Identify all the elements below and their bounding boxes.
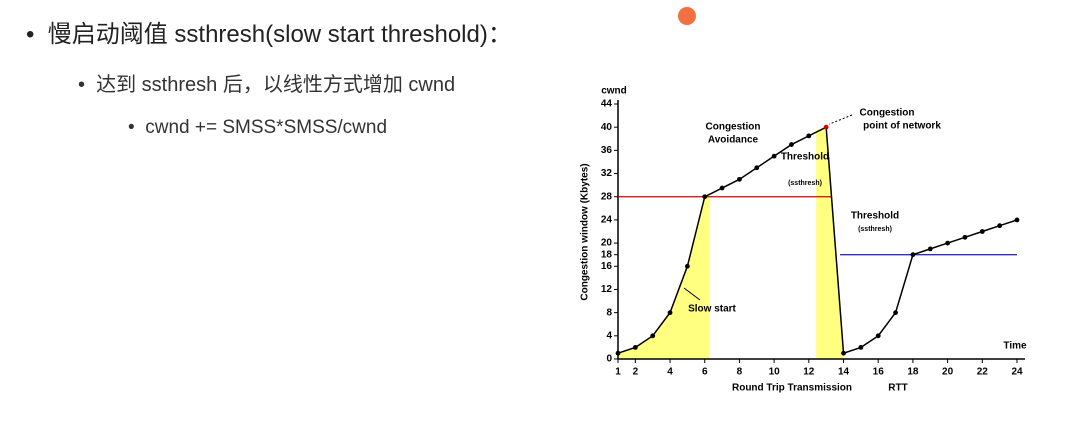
data-point bbox=[632, 345, 638, 350]
threshold-sublabel: (ssthresh) bbox=[858, 226, 892, 233]
y-tick-label: 44 bbox=[601, 99, 613, 110]
annotation: Congestion bbox=[860, 108, 915, 119]
y-tick-label: 18 bbox=[601, 249, 613, 260]
data-point bbox=[910, 252, 916, 258]
x-tick-label: 10 bbox=[769, 367, 781, 378]
data-point bbox=[841, 350, 846, 356]
data-point bbox=[875, 333, 881, 339]
threshold-label: Threshold bbox=[851, 211, 899, 222]
y-tick-label: 20 bbox=[601, 238, 613, 249]
y-tick-label: 28 bbox=[601, 191, 613, 202]
x-tick-label: 12 bbox=[803, 367, 815, 378]
x-tick-label: 8 bbox=[737, 367, 743, 378]
data-point bbox=[789, 142, 794, 147]
data-point bbox=[823, 124, 829, 130]
data-point bbox=[927, 246, 933, 252]
data-point bbox=[650, 333, 656, 339]
data-point bbox=[667, 310, 673, 316]
x-tick-label: 20 bbox=[942, 367, 954, 378]
bullet-text: cwnd += SMSS*SMSS/cwnd bbox=[145, 117, 388, 138]
y-tick-label: 12 bbox=[601, 284, 613, 295]
data-point bbox=[858, 345, 864, 350]
x-tick-label: 24 bbox=[1011, 367, 1023, 378]
data-point bbox=[737, 176, 742, 182]
annotation: Slow start bbox=[688, 304, 736, 315]
data-point bbox=[771, 153, 777, 159]
bullet-text: 慢启动阈值 ssthresh(slow start threshold)： bbox=[47, 21, 512, 48]
data-point bbox=[684, 263, 690, 269]
data-point bbox=[1014, 217, 1020, 223]
data-point bbox=[615, 350, 621, 356]
slow-start-shade bbox=[618, 196, 710, 359]
x-tick-label: 14 bbox=[838, 367, 850, 378]
y-tick-label: 8 bbox=[606, 307, 612, 318]
data-point bbox=[962, 234, 968, 240]
y-tick-label: 16 bbox=[601, 261, 613, 272]
bullet-text: 达到 ssthresh 后，以线性方式增加 cwnd bbox=[96, 74, 456, 96]
x-tick-label: 16 bbox=[873, 367, 885, 378]
data-point bbox=[702, 194, 708, 200]
slow-start-shade bbox=[816, 127, 844, 359]
x-axis-label: Round Trip Transmission bbox=[732, 383, 852, 394]
x-tick-label: 6 bbox=[702, 367, 708, 378]
y-tick-label: 36 bbox=[601, 145, 613, 156]
threshold-sublabel: (ssthresh) bbox=[788, 180, 822, 187]
x-tick-label: 18 bbox=[907, 367, 919, 378]
annotation: Avoidance bbox=[708, 135, 759, 146]
cursor-dot bbox=[678, 7, 696, 25]
bullet: • 达到 ssthresh 后，以线性方式增加 cwnd bbox=[78, 74, 456, 96]
annotation: Congestion bbox=[706, 122, 761, 133]
data-point bbox=[719, 185, 725, 191]
y-tick-label: 40 bbox=[601, 122, 613, 133]
axis-unit: cwnd bbox=[601, 86, 627, 97]
x-tick-label: 2 bbox=[633, 367, 639, 378]
bullet: • cwnd += SMSS*SMSS/cwnd bbox=[128, 117, 388, 138]
y-tick-label: 0 bbox=[606, 354, 612, 365]
annotation-arrow bbox=[828, 114, 853, 125]
x-end-label: Time bbox=[1003, 341, 1027, 352]
data-point bbox=[806, 133, 812, 139]
x-axis-label-suffix: RTT bbox=[888, 383, 907, 394]
data-point bbox=[979, 229, 985, 234]
y-axis-label: Congestion window (Kbytes) bbox=[580, 163, 591, 300]
data-point bbox=[893, 310, 898, 316]
threshold-label: Threshold bbox=[781, 152, 829, 163]
data-point bbox=[754, 165, 760, 171]
bullet: • 慢启动阈值 ssthresh(slow start threshold)： bbox=[26, 21, 512, 48]
y-tick-label: 4 bbox=[606, 330, 612, 341]
x-tick-label: 22 bbox=[977, 367, 989, 378]
data-point bbox=[945, 240, 951, 246]
y-tick-label: 32 bbox=[601, 168, 613, 179]
data-point bbox=[997, 223, 1003, 229]
y-tick-label: 24 bbox=[601, 215, 613, 226]
annotation: point of network bbox=[863, 121, 941, 132]
x-tick-label: 1 bbox=[615, 367, 621, 378]
x-tick-label: 4 bbox=[667, 367, 673, 378]
cwnd-line bbox=[617, 126, 1018, 355]
annotation-arrow bbox=[683, 287, 701, 301]
